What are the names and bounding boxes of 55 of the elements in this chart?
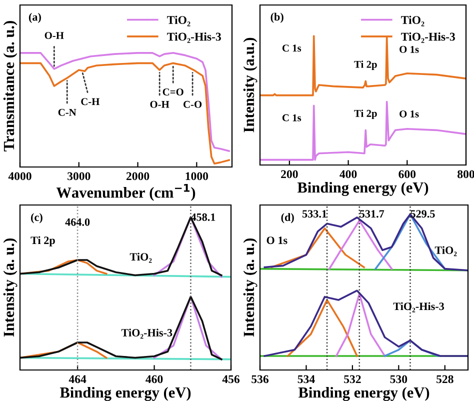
x-tick-label: 536 [252,375,269,384]
text: (b) [270,12,284,23]
annotation: C 1s [282,44,302,52]
annotation: C 1s [282,114,302,122]
x-tick-label: 456 [222,375,240,384]
text: (a) [28,12,41,23]
annotation: O-H [44,32,64,39]
annotation: TiO₂ [130,252,152,263]
x-tick-label: 4000 [8,172,32,180]
y-axis-title: Intensity (a. u.) [3,238,18,337]
x-axis-title: Binding energy (eV) [60,386,191,401]
annotation: TiO₂-His-3 [121,328,172,339]
x-tick-label: 400 [340,170,357,178]
annotation: C-N [58,108,76,116]
x-tick-label: 1000 [186,172,208,180]
y-axis-title: Transmitance (a. u.) [3,21,18,152]
x-tick-label: 600 [398,170,416,178]
y-axis-title: Intensity (a. u.) [243,238,258,337]
annotation: O 1s [266,236,288,244]
ref-line-label: 531.7 [360,210,384,218]
legend-label: TiO₂ [401,16,424,26]
annotation: O 1s [400,46,419,53]
ref-line-label: 464.0 [65,218,90,226]
x-axis-title: Binding energy (eV) [297,182,428,196]
legend-label: TiO₂-His-3 [401,32,455,43]
x-axis-title: Binding energy (eV) [298,386,430,401]
legend-label: TiO₂ [167,16,190,26]
annotation: O 1s [400,110,419,118]
x-tick-label: 3000 [68,172,90,180]
ref-line-label: 533.1 [302,210,326,218]
x-tick-label: 534 [298,375,315,384]
annotation: Ti 2p [354,110,377,120]
x-tick-label: 530 [390,375,408,384]
x-tick-label: 200 [281,170,298,178]
annotation: C=O [162,88,184,96]
x-tick-label: 532 [344,375,361,384]
x-tick-label: 460 [146,375,163,384]
ref-line-label: 529.5 [410,210,435,218]
annotation: (d) [281,213,294,224]
x-tick-label: 800 [458,170,474,178]
ref-line-label: 458.1 [190,213,216,221]
annotation: C-O [184,100,202,108]
annotation: C-H [81,98,100,106]
annotation: Ti 2p [30,236,55,246]
x-tick-label: 2000 [126,172,150,180]
y-axis-title: Intensity (a.u.) [243,38,258,132]
x-tick-label: 464 [68,375,86,384]
annotation: O-H [150,100,170,108]
annotation: Ti 2p [354,60,377,70]
x-tick-label: 528 [436,375,454,384]
annotation: (c) [31,213,42,224]
legend-label: TiO₂-His-3 [167,32,221,43]
x-axis-title: Wavenumber (cm$^{−1}$) [56,184,196,201]
annotation: TiO₂-His-3 [393,302,444,312]
annotation: TiO₂ [434,246,457,256]
